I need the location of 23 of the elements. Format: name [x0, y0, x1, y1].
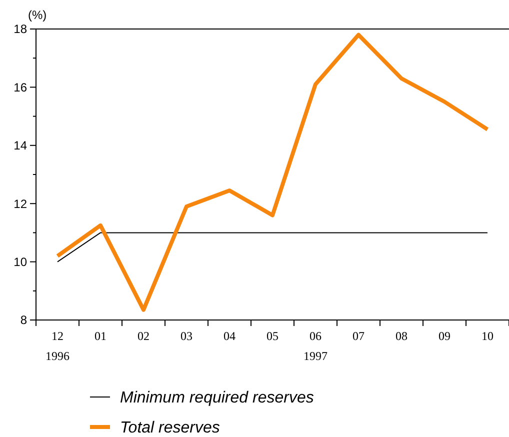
- x-tick-label: 12: [52, 329, 64, 343]
- x-tick-label: 10: [482, 329, 494, 343]
- y-tick-label: 14: [14, 138, 28, 153]
- y-tick-label: 8: [20, 313, 28, 328]
- legend-label: Minimum required reserves: [120, 390, 314, 407]
- y-tick-label: 18: [14, 22, 28, 36]
- y-tick-label: 12: [14, 196, 28, 211]
- text: 1997: [304, 349, 328, 363]
- x-tick-label: 04: [224, 329, 236, 343]
- x-tick-label: 06: [310, 329, 322, 343]
- x-tick-label: 07: [352, 329, 364, 343]
- x-tick-label: 02: [138, 329, 150, 343]
- x-tick-label: 01: [94, 329, 106, 343]
- text: 1996: [46, 349, 70, 363]
- legend-label: Total reserves: [120, 420, 220, 437]
- line-series: [56, 32, 490, 312]
- x-tick-label: 03: [180, 329, 192, 343]
- x-tick-label: 08: [396, 329, 408, 343]
- y-tick-label: 16: [14, 80, 28, 94]
- x-tick-label: 05: [266, 329, 278, 343]
- x-tick-label: 09: [438, 329, 450, 343]
- y-axis-title: (%): [28, 8, 47, 22]
- y-tick-label: 10: [14, 255, 28, 269]
